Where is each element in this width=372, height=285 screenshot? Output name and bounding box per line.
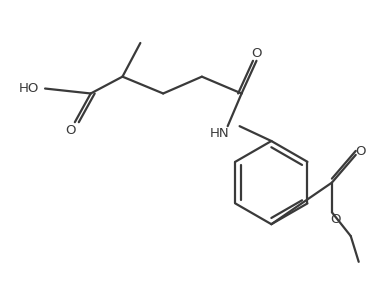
Text: HN: HN: [210, 127, 230, 140]
Text: O: O: [251, 47, 262, 60]
Text: O: O: [355, 145, 366, 158]
Text: O: O: [65, 124, 76, 137]
Text: HO: HO: [19, 82, 39, 95]
Text: O: O: [331, 213, 341, 226]
